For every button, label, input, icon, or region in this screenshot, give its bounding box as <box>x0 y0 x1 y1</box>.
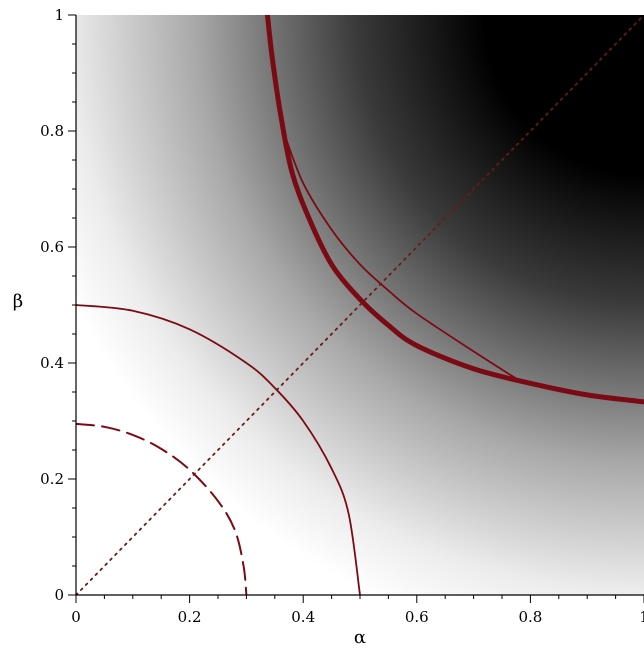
y-tick-label: 0.8 <box>40 122 64 140</box>
x-axis-label: α <box>354 627 366 648</box>
x-tick-label: 0.4 <box>291 608 315 626</box>
y-tick-label: 0 <box>54 586 64 604</box>
curve-dashed-0 <box>76 422 248 595</box>
y-tick-label: 0.4 <box>40 354 64 372</box>
y-tick-label: 0.2 <box>40 470 64 488</box>
x-tick-label: 1 <box>639 608 644 626</box>
ticks-layer: 0 0.2 0.4 0.6 0.8 1 0 0.2 0.4 0.6 0.8 1 <box>40 6 644 626</box>
curve-solid-thin-1 <box>76 304 361 595</box>
y-tick-label: 0.6 <box>40 238 64 256</box>
x-tick-label: 0.8 <box>518 608 542 626</box>
curves-layer <box>76 15 644 595</box>
y-tick-label: 1 <box>54 6 64 24</box>
x-tick-label: 0.6 <box>405 608 429 626</box>
curve-dotted-4 <box>76 15 644 595</box>
x-tick-label: 0 <box>71 608 81 626</box>
curve-solid-bold-2 <box>264 15 644 405</box>
y-axis-label: β <box>13 291 23 312</box>
curve-solid-thin-3 <box>282 130 520 382</box>
x-tick-label: 0.2 <box>178 608 202 626</box>
